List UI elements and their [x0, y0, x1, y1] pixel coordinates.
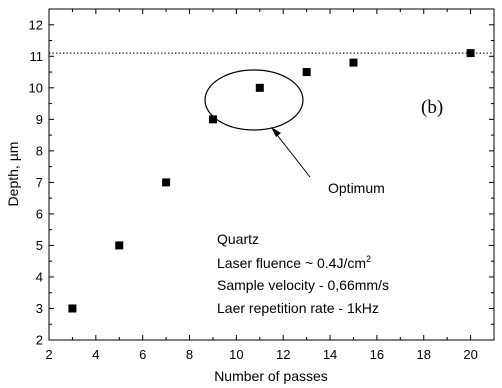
panel-label: (b) — [421, 97, 443, 118]
x-tick-label: 4 — [92, 347, 99, 362]
x-tick-label: 6 — [139, 347, 146, 362]
y-tick-label: 3 — [36, 301, 43, 316]
y-tick-label: 8 — [36, 143, 43, 158]
x-tick-label: 2 — [45, 347, 52, 362]
y-tick-label: 11 — [30, 49, 44, 64]
data-point — [255, 83, 264, 92]
optimum-arrowhead — [271, 127, 281, 137]
x-tick-label: 10 — [229, 347, 243, 362]
annotation-material: Quartz — [217, 231, 259, 247]
optimum-arrow — [273, 130, 311, 178]
y-tick-label: 6 — [36, 206, 43, 221]
y-axis-title: Depth, µm — [5, 142, 21, 207]
annotation-rate: Laer repetition rate - 1kHz — [217, 300, 379, 316]
y-tick-labels: 2 3 4 5 6 7 8 9 10 11 12 — [29, 17, 43, 347]
optimum-label: Optimum — [328, 180, 385, 196]
x-tick-label: 12 — [276, 347, 290, 362]
data-point — [302, 68, 311, 77]
data-markers — [68, 49, 475, 313]
plot-frame — [48, 8, 495, 341]
data-point — [208, 115, 217, 124]
data-point — [349, 58, 358, 67]
x-tick-label: 20 — [463, 347, 477, 362]
data-point — [68, 304, 77, 313]
annotation-fluence: Laser fluence ~ 0.4J/cm2 — [217, 254, 371, 271]
annotation-velocity: Sample velocity - 0,66mm/s — [217, 277, 389, 293]
optimum-ellipse — [204, 69, 304, 131]
data-point — [466, 49, 475, 58]
x-tick-label: 16 — [370, 347, 384, 362]
y-tick-label: 2 — [36, 333, 43, 348]
x-tick-label: 8 — [186, 347, 193, 362]
y-tick-label: 9 — [36, 112, 43, 127]
x-tick-labels: 2 4 6 8 10 12 14 16 18 20 — [45, 347, 477, 362]
y-tick-label: 12 — [29, 17, 43, 32]
y-tick-label: 5 — [36, 238, 43, 253]
x-axis-title: Number of passes — [214, 368, 328, 384]
y-tick-label: 4 — [36, 269, 43, 284]
y-tick-label: 7 — [36, 175, 43, 190]
data-point — [162, 178, 171, 187]
fluence-superscript: 2 — [366, 254, 371, 264]
x-tick-label: 14 — [323, 347, 337, 362]
annotation-fluence-text: Laser fluence ~ 0.4J/cm — [217, 255, 366, 271]
data-point — [115, 241, 124, 250]
x-tick-label: 18 — [417, 347, 431, 362]
y-tick-label: 10 — [29, 80, 43, 95]
